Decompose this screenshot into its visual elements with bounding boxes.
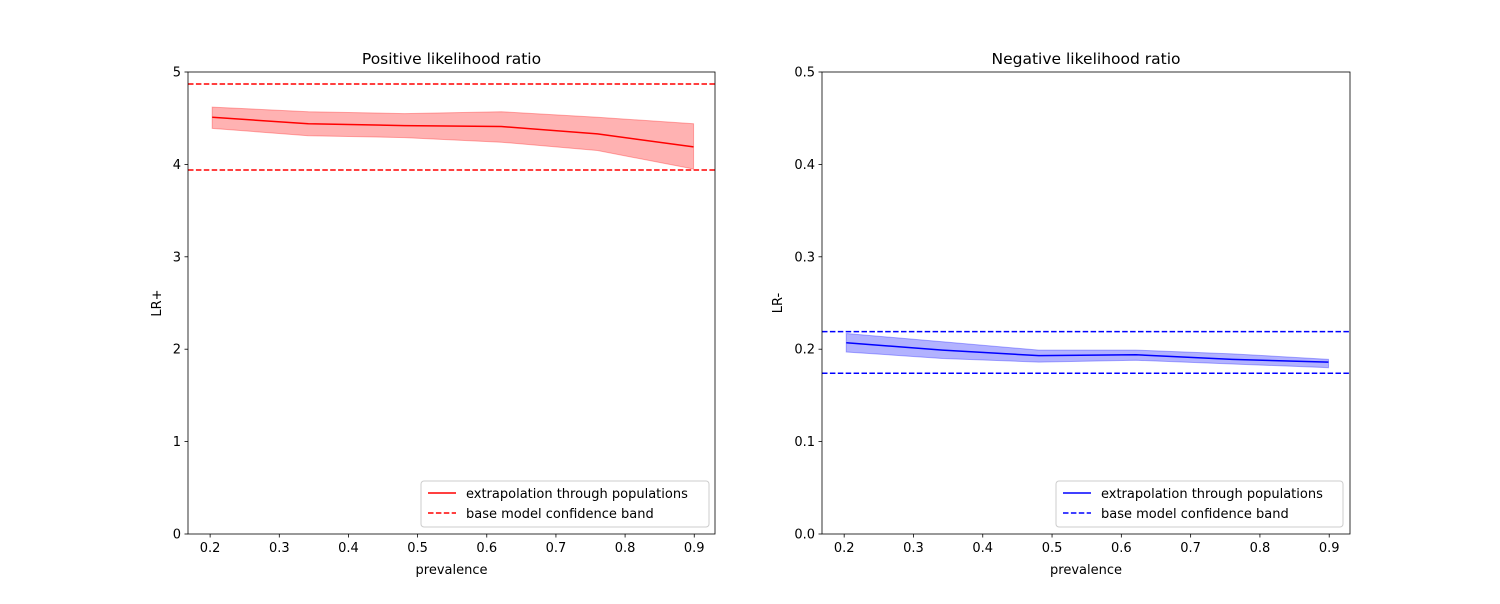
y-axis-label: LR- <box>771 292 786 313</box>
y-tick-label: 1 <box>173 435 181 450</box>
plot-negative-lr: 0.2 0.3 0.4 0.5 0.6 0.7 0.8 0.9 0.0 0.1 0.2 0.3 0.4 0… <box>771 50 1351 578</box>
x-tick-label: 0.6 <box>1111 541 1132 556</box>
series-line <box>846 341 1329 363</box>
chart-title: Positive likelihood ratio <box>362 50 541 68</box>
legend: extrapolation through populations base mo… <box>1055 480 1344 528</box>
x-axis-label: prevalence <box>1050 563 1122 578</box>
x-tick-label: 0.2 <box>200 541 221 556</box>
y-tick-label: 0.3 <box>794 250 815 265</box>
y-tick-label: 4 <box>173 158 181 173</box>
y-tick-label: 2 <box>173 343 181 358</box>
x-tick-label: 0.3 <box>269 541 290 556</box>
legend-label: base model confidence band <box>466 507 654 522</box>
legend-label: extrapolation through populations <box>1101 487 1323 502</box>
y-tick-label: 3 <box>173 250 181 265</box>
confidence-band-area <box>211 106 695 170</box>
x-tick-label: 0.2 <box>834 541 855 556</box>
axes-frame <box>821 71 1351 535</box>
x-tick-label: 0.7 <box>546 541 567 556</box>
x-tick-label: 0.5 <box>1042 541 1063 556</box>
y-tick-label: 0.4 <box>794 158 815 173</box>
confidence-band-area <box>845 332 1330 369</box>
series-line <box>212 116 694 148</box>
y-tick-label: 0.0 <box>794 528 815 543</box>
chart-title: Negative likelihood ratio <box>992 50 1181 68</box>
axes-frame <box>187 71 716 535</box>
x-tick-label: 0.5 <box>407 541 428 556</box>
x-tick-label: 0.9 <box>684 541 705 556</box>
x-tick-label: 0.4 <box>972 541 993 556</box>
legend-label: base model confidence band <box>1101 507 1289 522</box>
x-tick-label: 0.9 <box>1319 541 1340 556</box>
legend-box <box>420 480 710 528</box>
x-tick-label: 0.8 <box>1250 541 1271 556</box>
x-axis-label: prevalence <box>416 563 488 578</box>
y-tick-label: 0.5 <box>794 66 815 81</box>
x-tick-label: 0.7 <box>1180 541 1201 556</box>
y-tick-label: 0.2 <box>794 343 815 358</box>
y-tick-label: 5 <box>173 66 181 81</box>
legend: extrapolation through populations base mo… <box>420 480 710 528</box>
x-tick-label: 0.3 <box>903 541 924 556</box>
y-axis-label: LR+ <box>150 289 165 316</box>
x-tick-label: 0.8 <box>615 541 636 556</box>
x-tick-label: 0.4 <box>338 541 359 556</box>
legend-box <box>1055 480 1344 528</box>
legend-label: extrapolation through populations <box>466 487 688 502</box>
y-tick-label: 0.1 <box>794 435 815 450</box>
x-tick-label: 0.6 <box>476 541 497 556</box>
plot-positive-lr: 0.2 0.3 0.4 0.5 0.6 0.7 0.8 0.9 0 1 2 3 4 5 Positive l… <box>150 50 716 578</box>
y-tick-label: 0 <box>173 528 181 543</box>
